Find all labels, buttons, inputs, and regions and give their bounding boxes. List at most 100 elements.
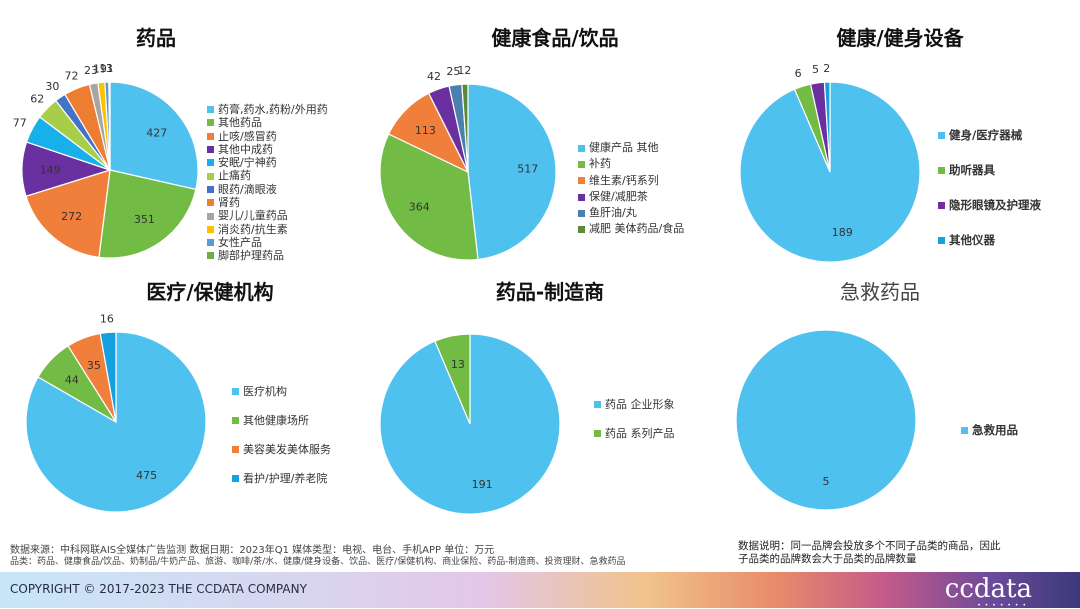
legend-item: 消炎药/抗生素 [207,223,328,236]
legend-label: 助听器具 [949,163,995,177]
legend-swatch [232,475,239,482]
data-label: 149 [40,163,61,176]
legend-fitness-equipment: 健身/医疗器械 助听器具 隐形眼镜及护理液 其他仪器 [938,118,1041,258]
legend-swatch [578,226,585,234]
legend-item: 眼药/滴眼液 [207,183,328,196]
legend-label: 保健/减肥茶 [589,189,648,203]
legend-item: 急救用品 [961,422,1018,438]
data-label: 189 [832,226,853,239]
pie-slice [99,331,117,423]
legend-swatch [207,132,214,140]
logo-dots: ••••••• [977,602,1030,609]
legend-item: 其他药品 [207,116,328,129]
legend-item: 助听器具 [938,153,1041,188]
legend-item: 保健/减肥茶 [578,189,684,205]
legend-label: 鱼肝油/丸 [589,206,637,220]
legend-swatch [207,252,214,260]
pie-slice [108,81,111,171]
pie-slice [823,81,831,173]
legend-item: 药品 系列产品 [594,419,675,448]
footer-bar [0,572,1080,608]
data-label: 42 [427,70,441,83]
legend-swatch [594,430,601,437]
legend-drugs: 药膏,药水,药粉/外用药 其他药品 止咳/感冒药 其他中成药 安眠/宁神药 止痛药 眼药/滴… [207,103,328,263]
category-list-note: 品类：药品、健康食品/饮品、奶制品/牛奶产品、旅游、咖啡/茶/水、健康/健身设备… [10,557,626,567]
legend-swatch [207,212,214,220]
data-label: 5 [812,63,819,76]
data-label: 427 [146,127,167,140]
legend-label: 健身/医疗器械 [949,128,1023,142]
legend-label: 其他健康场所 [243,414,309,427]
legend-label: 止痛药 [218,169,251,183]
data-label: 272 [61,210,82,223]
data-label: 23 [84,64,98,77]
legend-label: 美容美发美体服务 [243,443,331,456]
legend-label: 安眠/宁神药 [218,156,277,170]
legend-label: 看护/护理/养老院 [243,472,328,485]
legend-swatch [207,199,214,207]
legend-item: 其他仪器 [938,223,1041,258]
legend-swatch [207,225,214,233]
legend-label: 药品 系列产品 [605,427,675,440]
legend-item: 止痛药 [207,169,328,182]
data-label: 13 [451,358,465,371]
data-label: 3 [106,62,113,75]
legend-item: 其他健康场所 [232,406,331,435]
legend-label: 其他仪器 [949,233,995,247]
legend-swatch [578,144,585,152]
legend-item: 鱼肝油/丸 [578,205,684,221]
data-label: 5 [823,475,830,488]
legend-medical-institutions: 医疗机构其他健康场所美容美发美体服务 看护/护理/养老院 [232,377,331,493]
legend-label: 维生素/钙系列 [589,173,659,187]
legend-swatch [207,106,214,114]
legend-label: 消炎药/抗生素 [218,222,288,236]
legend-first-aid: 急救用品 [961,422,1018,438]
legend-swatch [578,209,585,217]
legend-drug-manufacturer: 药品 企业形象 药品 系列产品 [594,390,675,448]
legend-label: 婴儿/儿童药品 [218,209,288,223]
legend-health-food: 健康产品 其他 补药维生素/钙系列 保健/减肥茶 鱼肝油/丸 减肥 美体药品/食品 [578,140,684,238]
legend-swatch [207,239,214,247]
legend-label: 补药 [589,157,611,171]
data-label: 62 [30,92,44,105]
pie-slice [98,169,197,259]
legend-item: 减肥 美体药品/食品 [578,221,684,237]
legend-swatch [232,446,239,453]
legend-label: 健康产品 其他 [589,141,659,154]
data-label: 6 [795,67,802,80]
data-label: 16 [100,312,114,325]
pie-slice [25,169,111,258]
legend-label: 药膏,药水,药粉/外用药 [218,103,328,116]
legend-swatch [594,401,601,408]
legend-swatch [578,177,585,185]
data-label: 72 [65,70,79,83]
copyright-text: COPYRIGHT © 2017-2023 THE CCDATA COMPANY [10,582,307,596]
legend-item: 美容美发美体服务 [232,435,331,464]
data-label: 364 [409,201,430,214]
data-label: 517 [517,163,538,176]
data-label: 35 [87,359,101,372]
data-label: 2 [823,62,830,75]
data-label: 77 [13,116,27,129]
chart-title-fitness-equipment: 健康/健身设备 [836,26,964,50]
legend-label: 止咳/感冒药 [218,129,277,143]
legend-item: 补药 [578,156,684,172]
legend-item: 看护/护理/养老院 [232,464,331,493]
data-label: 25 [446,65,460,78]
pie-slice [434,333,471,425]
chart-title-drugs: 药品 [136,26,176,50]
legend-item: 女性产品 [207,236,328,249]
legend-swatch [961,426,968,434]
legend-label: 医疗机构 [243,385,287,398]
chart-title-health-food: 健康食品/饮品 [491,26,619,50]
legend-item: 脚部护理药品 [207,249,328,262]
data-label: 351 [134,213,155,226]
data-explanation-line1: 数据说明：同一品牌会投放多个不同子品类的商品，因此 [738,540,1001,552]
data-label: 44 [65,374,79,387]
